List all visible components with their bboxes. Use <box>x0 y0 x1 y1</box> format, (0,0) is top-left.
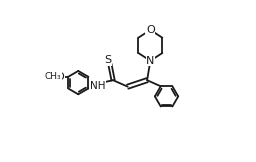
Text: O: O <box>146 25 155 35</box>
Text: N: N <box>146 56 155 66</box>
Text: NH: NH <box>90 81 105 91</box>
Text: CH₃: CH₃ <box>45 72 61 81</box>
Text: O: O <box>55 72 64 82</box>
Text: S: S <box>105 55 112 65</box>
